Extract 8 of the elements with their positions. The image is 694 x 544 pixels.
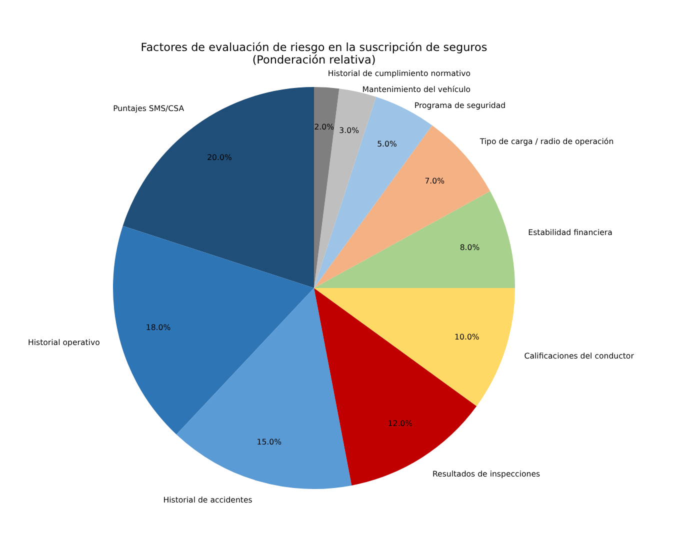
pie-slice	[176, 288, 352, 489]
chart-subtitle: (Ponderación relativa)	[252, 53, 376, 66]
pie-slice	[314, 191, 515, 288]
chart-title: Factores de evaluación de riesgo en la suscripción de seguros	[140, 41, 488, 54]
pie-slice	[113, 226, 314, 435]
pie-slice	[314, 87, 340, 288]
pie-slice	[314, 288, 515, 406]
pie-slice	[314, 288, 477, 486]
